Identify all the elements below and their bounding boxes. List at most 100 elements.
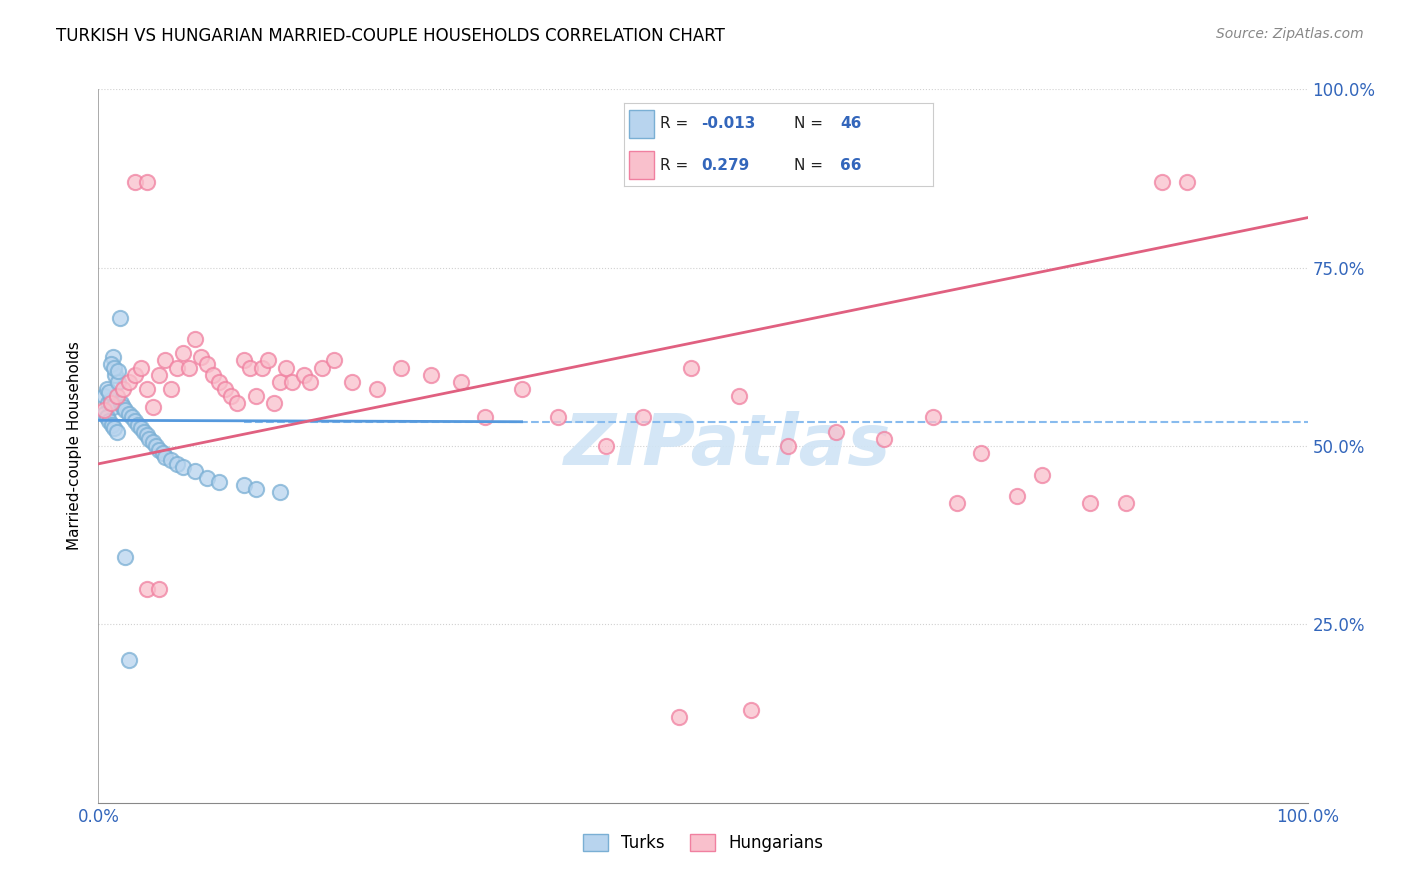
Point <box>825 425 848 439</box>
Point <box>450 375 472 389</box>
Point <box>873 432 896 446</box>
Point <box>250 360 273 375</box>
Text: ZIPatlas: ZIPatlas <box>564 411 891 481</box>
Point <box>153 353 176 368</box>
Point <box>160 453 183 467</box>
Point <box>190 350 212 364</box>
Point <box>148 582 170 596</box>
Point <box>135 382 157 396</box>
Point <box>100 357 122 371</box>
Point <box>98 385 121 400</box>
Point <box>108 310 131 325</box>
Point <box>101 350 124 364</box>
Point <box>221 389 243 403</box>
Point <box>179 360 201 375</box>
Point <box>631 410 654 425</box>
Point <box>1115 496 1137 510</box>
Point <box>129 360 152 375</box>
Point <box>1175 175 1198 189</box>
Point <box>135 428 157 442</box>
Point <box>97 396 120 410</box>
Point <box>172 346 194 360</box>
Point <box>111 382 134 396</box>
Point <box>420 368 443 382</box>
Point <box>135 175 157 189</box>
Point <box>263 396 285 410</box>
Point <box>1152 175 1174 189</box>
Point <box>93 407 115 421</box>
Point <box>118 375 141 389</box>
Point <box>292 368 315 382</box>
Point <box>776 439 799 453</box>
Point <box>274 360 297 375</box>
Point <box>114 403 136 417</box>
Point <box>366 382 388 396</box>
Point <box>510 382 533 396</box>
Point <box>104 368 127 382</box>
Point <box>110 396 132 410</box>
Point <box>121 410 143 425</box>
Point <box>129 421 152 435</box>
Point <box>105 389 128 403</box>
Point <box>153 450 176 464</box>
Point <box>124 175 146 189</box>
Point <box>921 410 943 425</box>
Point <box>98 414 121 428</box>
Point <box>96 410 118 425</box>
Point <box>245 389 267 403</box>
Point <box>389 360 412 375</box>
Text: Source: ZipAtlas.com: Source: ZipAtlas.com <box>1216 27 1364 41</box>
Point <box>214 382 236 396</box>
Point <box>118 653 141 667</box>
Point <box>127 417 149 432</box>
Point <box>342 375 364 389</box>
Point <box>195 357 218 371</box>
Point <box>93 403 115 417</box>
Point <box>124 414 146 428</box>
Point <box>107 364 129 378</box>
Point <box>103 421 125 435</box>
Text: TURKISH VS HUNGARIAN MARRIED-COUPLE HOUSEHOLDS CORRELATION CHART: TURKISH VS HUNGARIAN MARRIED-COUPLE HOUS… <box>56 27 725 45</box>
Point <box>100 392 122 407</box>
Point <box>208 475 231 489</box>
Point <box>323 353 346 368</box>
Point <box>311 360 333 375</box>
Point <box>474 410 496 425</box>
Point <box>107 375 129 389</box>
Legend: Turks, Hungarians: Turks, Hungarians <box>576 827 830 859</box>
Point <box>103 360 125 375</box>
Point <box>184 464 207 478</box>
Point <box>142 435 165 450</box>
Point <box>160 382 183 396</box>
Point <box>728 389 751 403</box>
Point <box>118 407 141 421</box>
Point <box>232 478 254 492</box>
Point <box>299 375 322 389</box>
Point <box>142 400 165 414</box>
Point <box>134 425 156 439</box>
Point <box>668 710 690 724</box>
Point <box>184 332 207 346</box>
Point <box>679 360 702 375</box>
Point <box>970 446 993 460</box>
Point <box>135 582 157 596</box>
Point <box>226 396 249 410</box>
Point <box>148 368 170 382</box>
Point <box>111 400 134 414</box>
Point <box>114 549 136 564</box>
Point <box>172 460 194 475</box>
Point <box>100 396 122 410</box>
Point <box>1078 496 1101 510</box>
Point <box>96 382 118 396</box>
Point <box>148 442 170 457</box>
Point <box>100 417 122 432</box>
Point <box>245 482 267 496</box>
Point <box>1031 467 1053 482</box>
Point <box>256 353 278 368</box>
Point <box>946 496 969 510</box>
Point <box>93 389 115 403</box>
Point <box>281 375 304 389</box>
Point <box>195 471 218 485</box>
Point <box>105 425 128 439</box>
Point <box>269 375 291 389</box>
